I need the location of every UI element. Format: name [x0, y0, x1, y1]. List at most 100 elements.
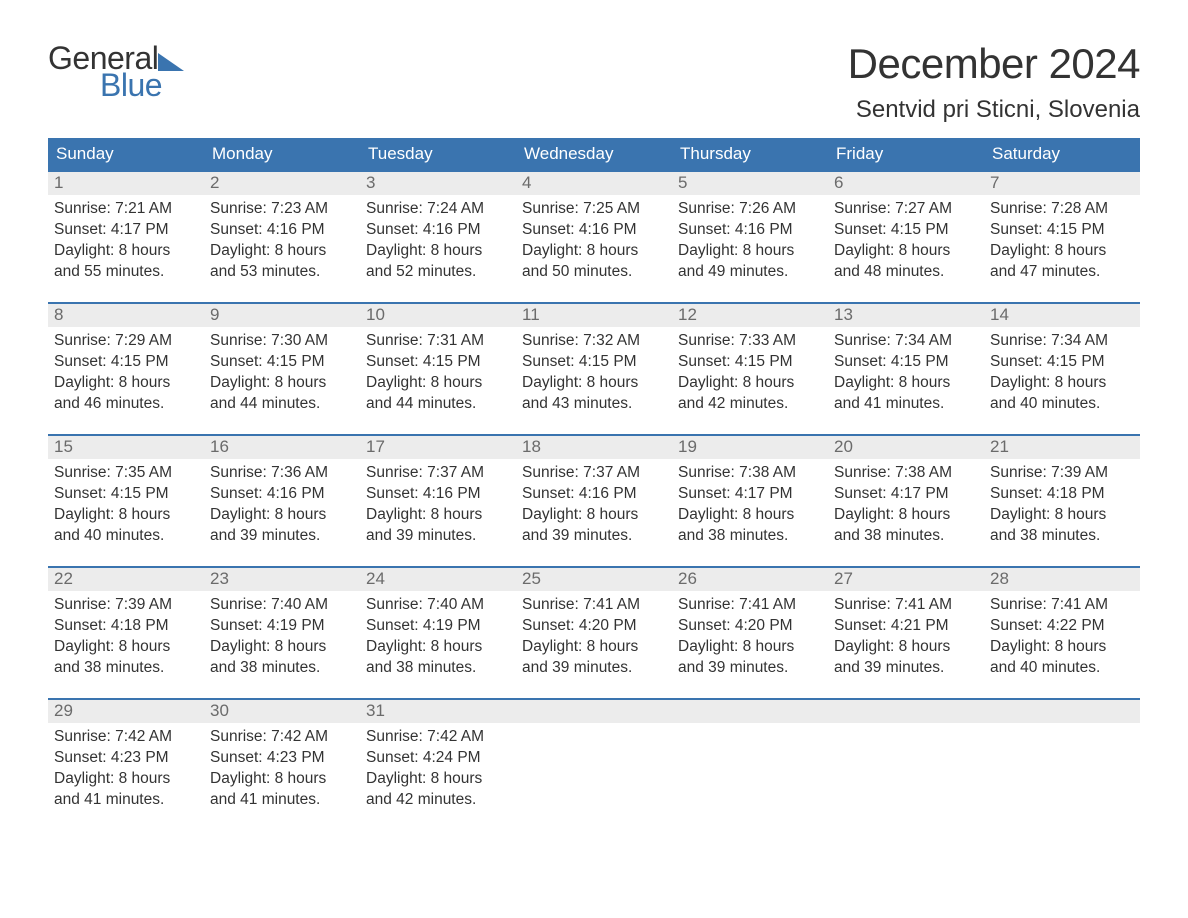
daylight-line-1: Daylight: 8 hours	[834, 505, 978, 526]
weekday-header: Thursday	[672, 138, 828, 170]
day-number: 26	[672, 568, 828, 591]
sunset-line: Sunset: 4:15 PM	[834, 352, 978, 373]
daylight-line-2: and 44 minutes.	[210, 394, 354, 415]
sunset-line: Sunset: 4:15 PM	[990, 352, 1134, 373]
daylight-line-2: and 47 minutes.	[990, 262, 1134, 283]
daylight-line-2: and 39 minutes.	[366, 526, 510, 547]
day-number: 7	[984, 172, 1140, 195]
day-number	[828, 700, 984, 723]
sunrise-line: Sunrise: 7:42 AM	[210, 727, 354, 748]
day-number: 14	[984, 304, 1140, 327]
day-cell: 16Sunrise: 7:36 AMSunset: 4:16 PMDayligh…	[204, 436, 360, 552]
daylight-line-1: Daylight: 8 hours	[990, 373, 1134, 394]
week-row: 15Sunrise: 7:35 AMSunset: 4:15 PMDayligh…	[48, 434, 1140, 552]
daylight-line-1: Daylight: 8 hours	[990, 637, 1134, 658]
daylight-line-1: Daylight: 8 hours	[522, 373, 666, 394]
day-info: Sunrise: 7:27 AMSunset: 4:15 PMDaylight:…	[828, 195, 984, 287]
day-cell: 19Sunrise: 7:38 AMSunset: 4:17 PMDayligh…	[672, 436, 828, 552]
daylight-line-2: and 39 minutes.	[210, 526, 354, 547]
day-cell: 22Sunrise: 7:39 AMSunset: 4:18 PMDayligh…	[48, 568, 204, 684]
day-number: 29	[48, 700, 204, 723]
sunrise-line: Sunrise: 7:31 AM	[366, 331, 510, 352]
day-cell: 27Sunrise: 7:41 AMSunset: 4:21 PMDayligh…	[828, 568, 984, 684]
day-cell	[516, 700, 672, 816]
sunset-line: Sunset: 4:15 PM	[834, 220, 978, 241]
sunrise-line: Sunrise: 7:34 AM	[834, 331, 978, 352]
day-info: Sunrise: 7:40 AMSunset: 4:19 PMDaylight:…	[204, 591, 360, 683]
day-number: 1	[48, 172, 204, 195]
sunrise-line: Sunrise: 7:37 AM	[366, 463, 510, 484]
day-cell: 11Sunrise: 7:32 AMSunset: 4:15 PMDayligh…	[516, 304, 672, 420]
sunset-line: Sunset: 4:19 PM	[210, 616, 354, 637]
day-number: 30	[204, 700, 360, 723]
sunset-line: Sunset: 4:16 PM	[210, 220, 354, 241]
weekday-header: Tuesday	[360, 138, 516, 170]
sunrise-line: Sunrise: 7:40 AM	[366, 595, 510, 616]
day-info: Sunrise: 7:21 AMSunset: 4:17 PMDaylight:…	[48, 195, 204, 287]
day-cell: 30Sunrise: 7:42 AMSunset: 4:23 PMDayligh…	[204, 700, 360, 816]
day-info: Sunrise: 7:33 AMSunset: 4:15 PMDaylight:…	[672, 327, 828, 419]
sunrise-line: Sunrise: 7:21 AM	[54, 199, 198, 220]
daylight-line-1: Daylight: 8 hours	[366, 241, 510, 262]
daylight-line-1: Daylight: 8 hours	[834, 373, 978, 394]
sunrise-line: Sunrise: 7:40 AM	[210, 595, 354, 616]
day-cell: 26Sunrise: 7:41 AMSunset: 4:20 PMDayligh…	[672, 568, 828, 684]
sunrise-line: Sunrise: 7:35 AM	[54, 463, 198, 484]
daylight-line-2: and 41 minutes.	[54, 790, 198, 811]
daylight-line-2: and 55 minutes.	[54, 262, 198, 283]
sunrise-line: Sunrise: 7:32 AM	[522, 331, 666, 352]
sunrise-line: Sunrise: 7:42 AM	[54, 727, 198, 748]
daylight-line-1: Daylight: 8 hours	[678, 505, 822, 526]
day-cell: 24Sunrise: 7:40 AMSunset: 4:19 PMDayligh…	[360, 568, 516, 684]
day-info: Sunrise: 7:37 AMSunset: 4:16 PMDaylight:…	[360, 459, 516, 551]
day-cell: 31Sunrise: 7:42 AMSunset: 4:24 PMDayligh…	[360, 700, 516, 816]
day-number: 13	[828, 304, 984, 327]
day-cell: 7Sunrise: 7:28 AMSunset: 4:15 PMDaylight…	[984, 172, 1140, 288]
day-info: Sunrise: 7:24 AMSunset: 4:16 PMDaylight:…	[360, 195, 516, 287]
day-info: Sunrise: 7:41 AMSunset: 4:20 PMDaylight:…	[516, 591, 672, 683]
sunset-line: Sunset: 4:23 PM	[54, 748, 198, 769]
day-number: 18	[516, 436, 672, 459]
sunrise-line: Sunrise: 7:30 AM	[210, 331, 354, 352]
sunset-line: Sunset: 4:15 PM	[678, 352, 822, 373]
day-cell: 18Sunrise: 7:37 AMSunset: 4:16 PMDayligh…	[516, 436, 672, 552]
sunrise-line: Sunrise: 7:36 AM	[210, 463, 354, 484]
sunset-line: Sunset: 4:21 PM	[834, 616, 978, 637]
day-info: Sunrise: 7:39 AMSunset: 4:18 PMDaylight:…	[984, 459, 1140, 551]
day-number	[516, 700, 672, 723]
day-cell: 4Sunrise: 7:25 AMSunset: 4:16 PMDaylight…	[516, 172, 672, 288]
daylight-line-1: Daylight: 8 hours	[990, 505, 1134, 526]
daylight-line-1: Daylight: 8 hours	[366, 373, 510, 394]
day-cell: 23Sunrise: 7:40 AMSunset: 4:19 PMDayligh…	[204, 568, 360, 684]
sunset-line: Sunset: 4:19 PM	[366, 616, 510, 637]
week-row: 1Sunrise: 7:21 AMSunset: 4:17 PMDaylight…	[48, 170, 1140, 288]
day-info: Sunrise: 7:30 AMSunset: 4:15 PMDaylight:…	[204, 327, 360, 419]
day-info: Sunrise: 7:34 AMSunset: 4:15 PMDaylight:…	[984, 327, 1140, 419]
daylight-line-1: Daylight: 8 hours	[54, 769, 198, 790]
sunrise-line: Sunrise: 7:27 AM	[834, 199, 978, 220]
day-cell: 14Sunrise: 7:34 AMSunset: 4:15 PMDayligh…	[984, 304, 1140, 420]
daylight-line-1: Daylight: 8 hours	[522, 505, 666, 526]
daylight-line-1: Daylight: 8 hours	[54, 637, 198, 658]
day-number: 25	[516, 568, 672, 591]
daylight-line-2: and 48 minutes.	[834, 262, 978, 283]
day-number: 23	[204, 568, 360, 591]
sunset-line: Sunset: 4:17 PM	[834, 484, 978, 505]
day-info: Sunrise: 7:31 AMSunset: 4:15 PMDaylight:…	[360, 327, 516, 419]
weekday-header: Friday	[828, 138, 984, 170]
day-number: 5	[672, 172, 828, 195]
sunrise-line: Sunrise: 7:33 AM	[678, 331, 822, 352]
daylight-line-2: and 52 minutes.	[366, 262, 510, 283]
location-text: Sentvid pri Sticni, Slovenia	[848, 96, 1140, 124]
day-number	[672, 700, 828, 723]
daylight-line-1: Daylight: 8 hours	[210, 373, 354, 394]
sunset-line: Sunset: 4:22 PM	[990, 616, 1134, 637]
sunset-line: Sunset: 4:16 PM	[366, 484, 510, 505]
day-cell: 1Sunrise: 7:21 AMSunset: 4:17 PMDaylight…	[48, 172, 204, 288]
day-number: 28	[984, 568, 1140, 591]
weeks-container: 1Sunrise: 7:21 AMSunset: 4:17 PMDaylight…	[48, 170, 1140, 816]
day-cell: 8Sunrise: 7:29 AMSunset: 4:15 PMDaylight…	[48, 304, 204, 420]
day-number: 8	[48, 304, 204, 327]
logo-blue-text: Blue	[100, 67, 184, 104]
daylight-line-2: and 39 minutes.	[522, 526, 666, 547]
